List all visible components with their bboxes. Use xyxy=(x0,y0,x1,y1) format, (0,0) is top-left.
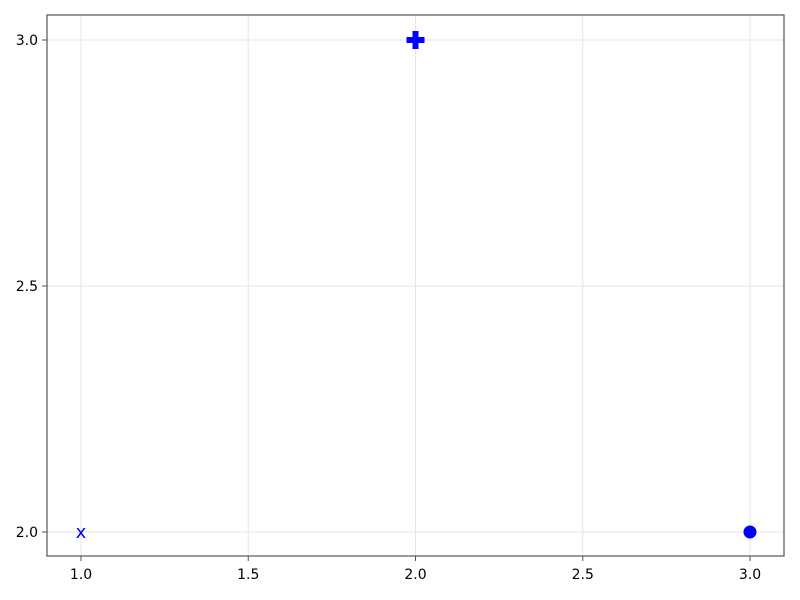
data-point-cross xyxy=(406,31,425,49)
x-tick-label: 1.0 xyxy=(70,567,92,583)
data-point-x: x xyxy=(76,522,87,543)
y-tick-label: 2.5 xyxy=(16,279,38,295)
x-tick-label: 1.5 xyxy=(237,567,259,583)
y-tick-label: 2.0 xyxy=(16,525,38,541)
x-tick-label: 2.5 xyxy=(572,567,594,583)
y-tick-label: 3.0 xyxy=(16,33,38,49)
plot-frame xyxy=(46,14,785,557)
x-tick-label: 3.0 xyxy=(739,567,761,583)
x-tick-label: 2.0 xyxy=(404,567,426,583)
ticks: 1.0 1.5 2.0 2.5 3.0 2.0 2.5 3.0 xyxy=(16,33,761,583)
grid xyxy=(47,15,784,556)
marks: x xyxy=(76,31,757,543)
data-point-circle xyxy=(743,525,757,539)
